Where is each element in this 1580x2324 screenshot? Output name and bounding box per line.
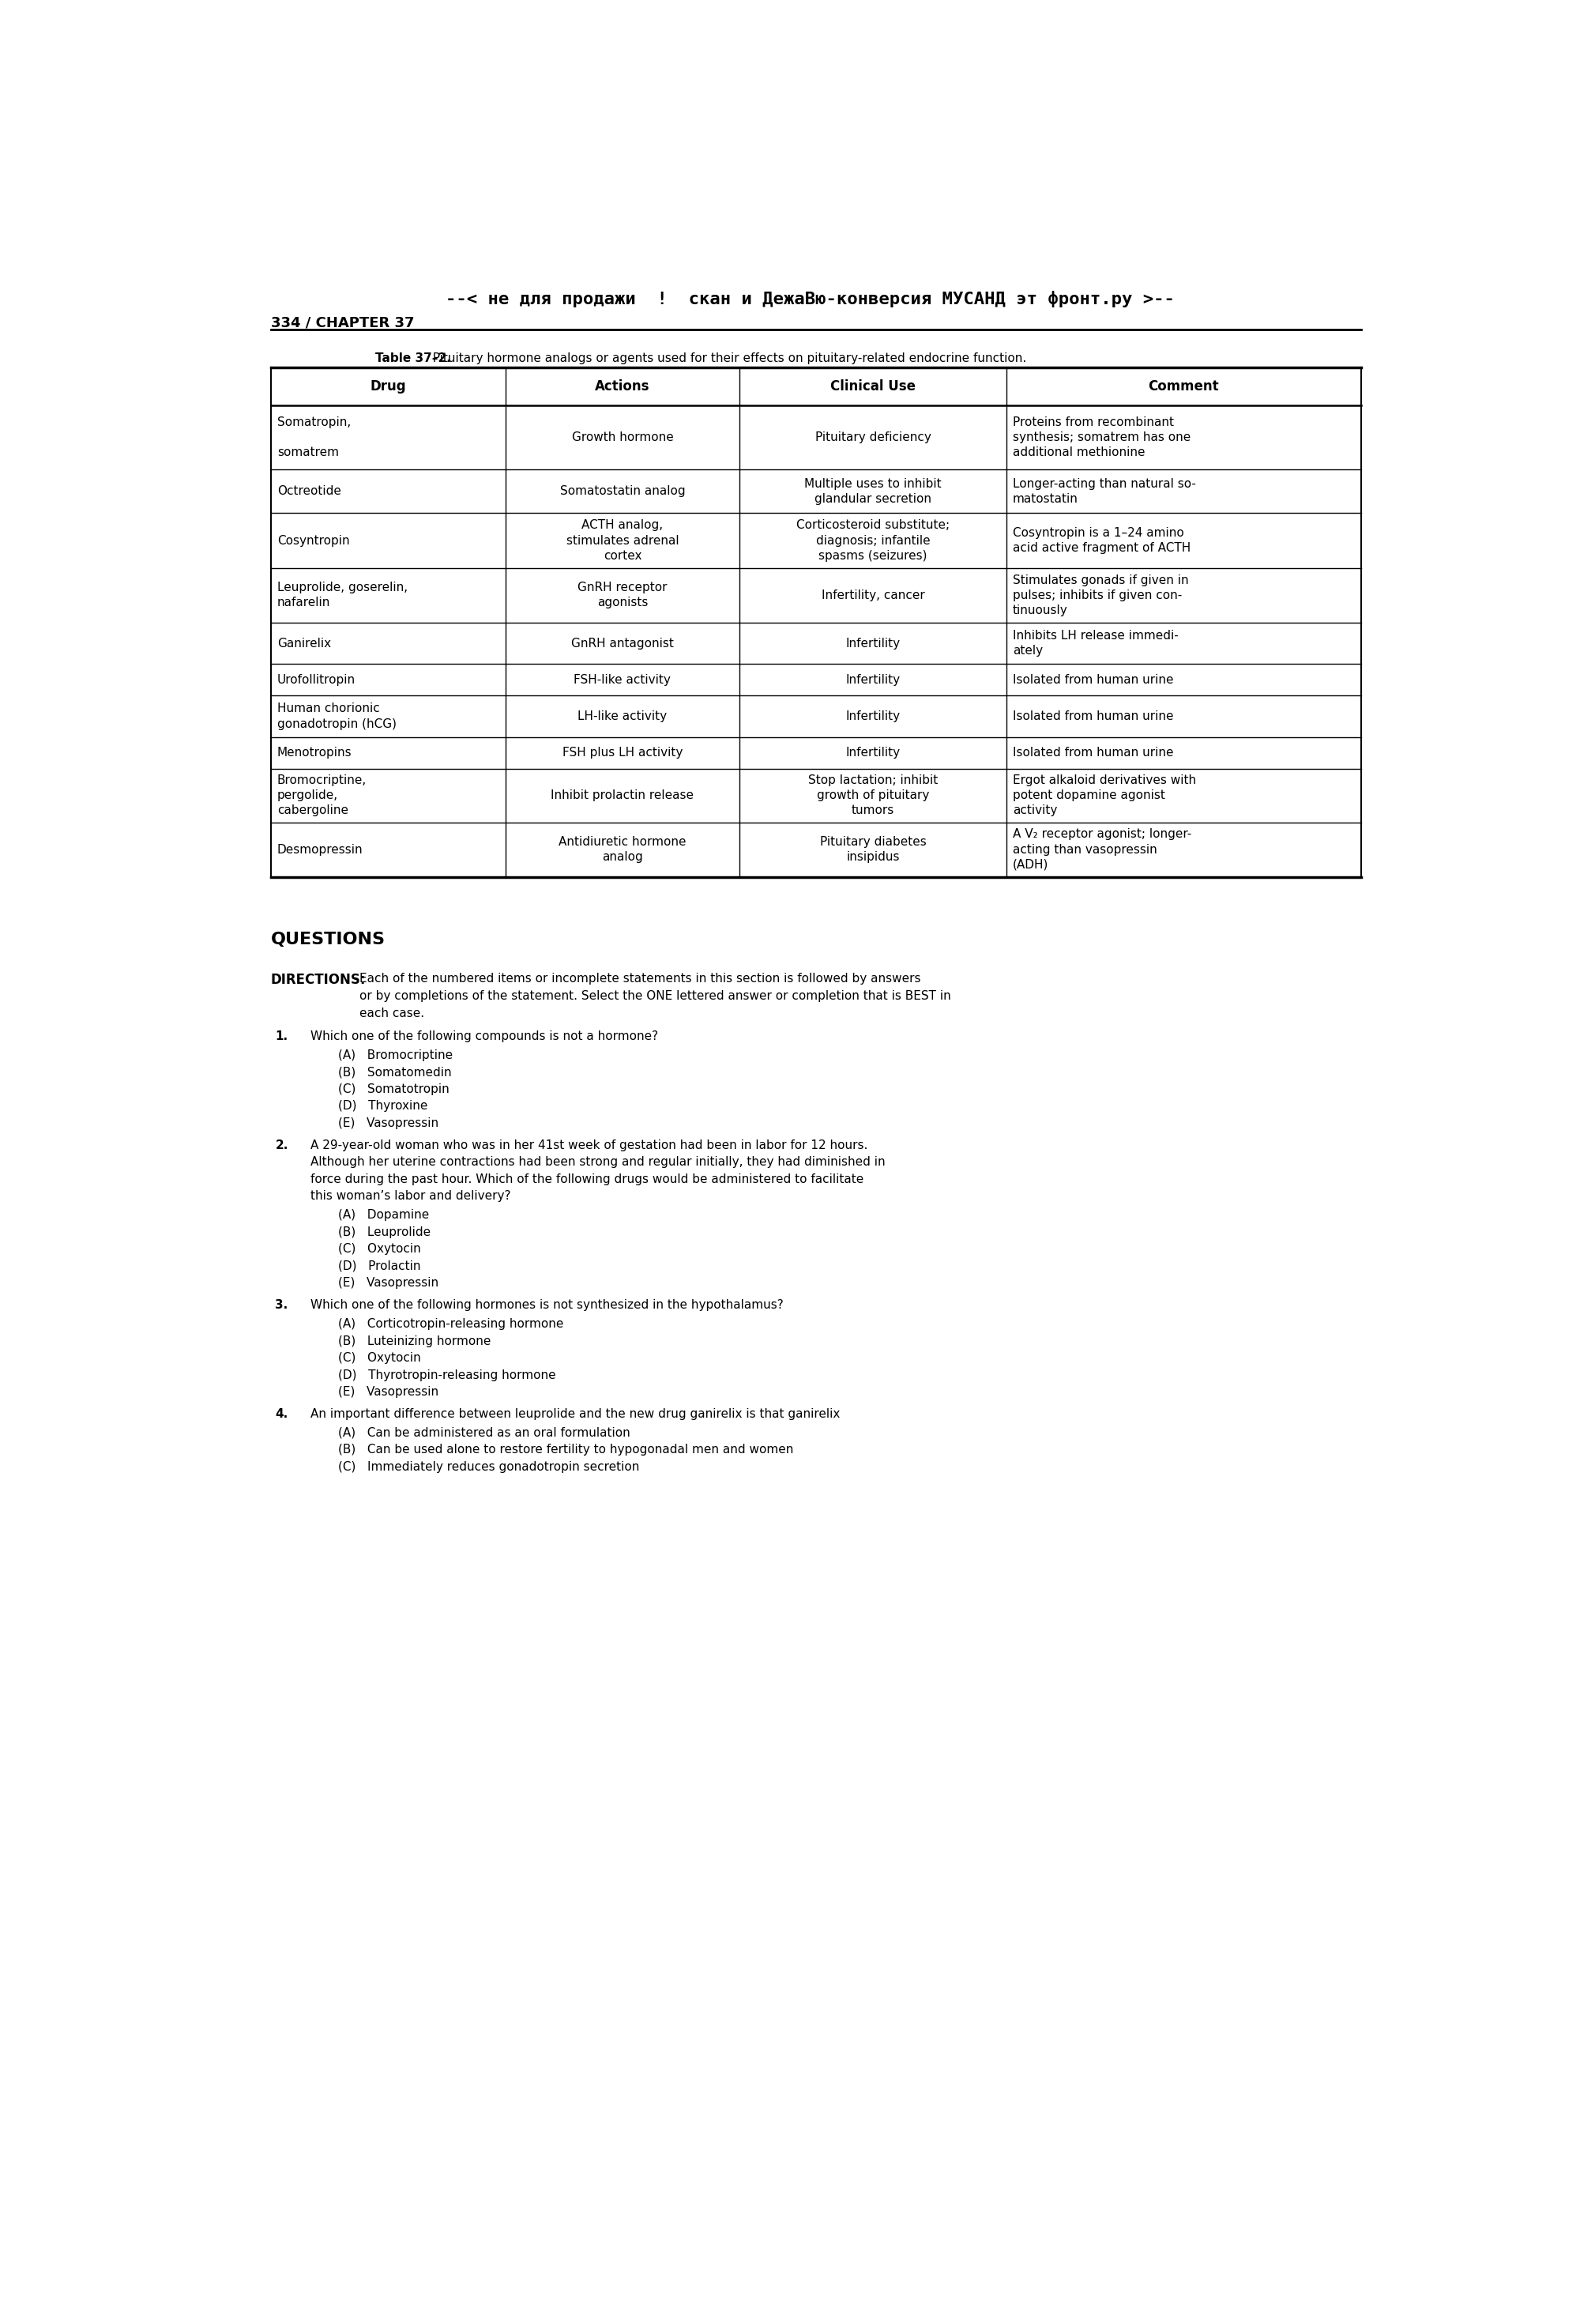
Text: (D)   Thyroxine: (D) Thyroxine <box>338 1099 428 1113</box>
Text: Antidiuretic hormone
analog: Antidiuretic hormone analog <box>559 837 686 862</box>
Text: Cosyntropin is a 1–24 amino
acid active fragment of ACTH: Cosyntropin is a 1–24 amino acid active … <box>1013 528 1191 553</box>
Text: (E)   Vasopressin: (E) Vasopressin <box>338 1118 439 1129</box>
Text: (C)   Oxytocin: (C) Oxytocin <box>338 1353 420 1364</box>
Text: Table 37–2.: Table 37–2. <box>374 353 450 365</box>
Text: Infertility: Infertility <box>845 637 901 648</box>
Text: Ganirelix: Ganirelix <box>276 637 330 648</box>
Text: Infertility: Infertility <box>845 674 901 686</box>
Text: (B)   Somatomedin: (B) Somatomedin <box>338 1067 452 1078</box>
Text: Clinical Use: Clinical Use <box>831 379 916 393</box>
Text: Stimulates gonads if given in
pulses; inhibits if given con-
tinuously: Stimulates gonads if given in pulses; in… <box>1013 574 1188 616</box>
Text: Longer-acting than natural so-
matostatin: Longer-acting than natural so- matostati… <box>1013 479 1196 504</box>
Text: (C)   Somatotropin: (C) Somatotropin <box>338 1083 450 1095</box>
Text: Human chorionic
gonadotropin (hCG): Human chorionic gonadotropin (hCG) <box>276 702 397 730</box>
Text: Bromocriptine,
pergolide,
cabergoline: Bromocriptine, pergolide, cabergoline <box>276 774 367 816</box>
Text: (A)   Corticotropin-releasing hormone: (A) Corticotropin-releasing hormone <box>338 1318 564 1329</box>
Text: Octreotide: Octreotide <box>276 486 341 497</box>
Text: --< не для продажи  !  скан и ДежаВю-конверсия МУСАНД эт фронт.ру >--: --< не для продажи ! скан и ДежаВю-конве… <box>446 290 1174 307</box>
Text: Although her uterine contractions had been strong and regular initially, they ha: Although her uterine contractions had be… <box>311 1157 885 1169</box>
Text: (C)   Oxytocin: (C) Oxytocin <box>338 1243 420 1255</box>
Text: (C)   Immediately reduces gonadotropin secretion: (C) Immediately reduces gonadotropin sec… <box>338 1462 640 1473</box>
Text: FSH-like activity: FSH-like activity <box>574 674 672 686</box>
Text: this woman’s labor and delivery?: this woman’s labor and delivery? <box>311 1190 510 1202</box>
Text: Proteins from recombinant
synthesis; somatrem has one
additional methionine: Proteins from recombinant synthesis; som… <box>1013 416 1191 458</box>
Text: Cosyntropin: Cosyntropin <box>276 535 349 546</box>
Text: or by completions of the statement. Select the ONE lettered answer or completion: or by completions of the statement. Sele… <box>360 990 951 1002</box>
Text: (D)   Prolactin: (D) Prolactin <box>338 1260 420 1271</box>
Text: 4.: 4. <box>275 1408 288 1420</box>
Text: ACTH analog,
stimulates adrenal
cortex: ACTH analog, stimulates adrenal cortex <box>566 521 679 562</box>
Text: Multiple uses to inhibit
glandular secretion: Multiple uses to inhibit glandular secre… <box>804 479 942 504</box>
Text: A V₂ receptor agonist; longer-
acting than vasopressin
(ADH): A V₂ receptor agonist; longer- acting th… <box>1013 830 1191 872</box>
Text: (D)   Thyrotropin-releasing hormone: (D) Thyrotropin-releasing hormone <box>338 1369 556 1380</box>
Text: Infertility: Infertility <box>845 711 901 723</box>
Text: Pituitary diabetes
insipidus: Pituitary diabetes insipidus <box>820 837 926 862</box>
Text: Pituitary hormone analogs or agents used for their effects on pituitary-related : Pituitary hormone analogs or agents used… <box>425 353 1027 365</box>
Text: Ergot alkaloid derivatives with
potent dopamine agonist
activity: Ergot alkaloid derivatives with potent d… <box>1013 774 1196 816</box>
Text: GnRH antagonist: GnRH antagonist <box>570 637 673 648</box>
Text: FSH plus LH activity: FSH plus LH activity <box>562 746 683 760</box>
Text: (A)   Can be administered as an oral formulation: (A) Can be administered as an oral formu… <box>338 1427 630 1439</box>
Text: Which one of the following compounds is not a hormone?: Which one of the following compounds is … <box>311 1030 659 1041</box>
Text: DIRECTIONS:: DIRECTIONS: <box>272 974 367 988</box>
Text: (B)   Can be used alone to restore fertility to hypogonadal men and women: (B) Can be used alone to restore fertili… <box>338 1443 793 1455</box>
Text: Inhibit prolactin release: Inhibit prolactin release <box>551 790 694 802</box>
Text: Isolated from human urine: Isolated from human urine <box>1013 674 1174 686</box>
Text: (E)   Vasopressin: (E) Vasopressin <box>338 1387 439 1399</box>
Text: Each of the numbered items or incomplete statements in this section is followed : Each of the numbered items or incomplete… <box>360 974 921 985</box>
Text: (B)   Leuprolide: (B) Leuprolide <box>338 1227 431 1239</box>
Text: An important difference between leuprolide and the new drug ganirelix is that ga: An important difference between leuproli… <box>311 1408 841 1420</box>
Text: (A)   Bromocriptine: (A) Bromocriptine <box>338 1048 453 1062</box>
Text: Actions: Actions <box>596 379 649 393</box>
Text: 3.: 3. <box>275 1299 288 1311</box>
Text: Drug: Drug <box>370 379 406 393</box>
Text: GnRH receptor
agonists: GnRH receptor agonists <box>578 581 667 609</box>
Text: Menotropins: Menotropins <box>276 746 352 760</box>
Text: Isolated from human urine: Isolated from human urine <box>1013 711 1174 723</box>
Text: 1.: 1. <box>275 1030 288 1041</box>
Text: Corticosteroid substitute;
diagnosis; infantile
spasms (seizures): Corticosteroid substitute; diagnosis; in… <box>796 521 950 562</box>
Text: Which one of the following hormones is not synthesized in the hypothalamus?: Which one of the following hormones is n… <box>311 1299 784 1311</box>
Text: Urofollitropin: Urofollitropin <box>276 674 356 686</box>
Text: 334 / CHAPTER 37: 334 / CHAPTER 37 <box>272 316 414 330</box>
Text: Somatostatin analog: Somatostatin analog <box>559 486 686 497</box>
Text: Somatropin,

somatrem: Somatropin, somatrem <box>276 416 351 458</box>
Text: Isolated from human urine: Isolated from human urine <box>1013 746 1174 760</box>
Text: Infertility, cancer: Infertility, cancer <box>822 590 924 602</box>
Text: Comment: Comment <box>1149 379 1220 393</box>
Text: Infertility: Infertility <box>845 746 901 760</box>
Text: force during the past hour. Which of the following drugs would be administered t: force during the past hour. Which of the… <box>311 1174 864 1185</box>
Text: LH-like activity: LH-like activity <box>578 711 667 723</box>
Text: QUESTIONS: QUESTIONS <box>272 932 386 948</box>
Text: Growth hormone: Growth hormone <box>572 432 673 444</box>
Text: (A)   Dopamine: (A) Dopamine <box>338 1208 430 1220</box>
Text: Inhibits LH release immedi-
ately: Inhibits LH release immedi- ately <box>1013 630 1179 658</box>
Text: each case.: each case. <box>360 1006 425 1018</box>
Text: Stop lactation; inhibit
growth of pituitary
tumors: Stop lactation; inhibit growth of pituit… <box>809 774 939 816</box>
Text: Pituitary deficiency: Pituitary deficiency <box>815 432 931 444</box>
Text: Leuprolide, goserelin,
nafarelin: Leuprolide, goserelin, nafarelin <box>276 581 408 609</box>
Text: (B)   Luteinizing hormone: (B) Luteinizing hormone <box>338 1336 491 1348</box>
Text: A 29-year-old woman who was in her 41st week of gestation had been in labor for : A 29-year-old woman who was in her 41st … <box>311 1139 867 1150</box>
Text: 2.: 2. <box>275 1139 288 1150</box>
Text: (E)   Vasopressin: (E) Vasopressin <box>338 1278 439 1290</box>
Text: Desmopressin: Desmopressin <box>276 844 363 855</box>
